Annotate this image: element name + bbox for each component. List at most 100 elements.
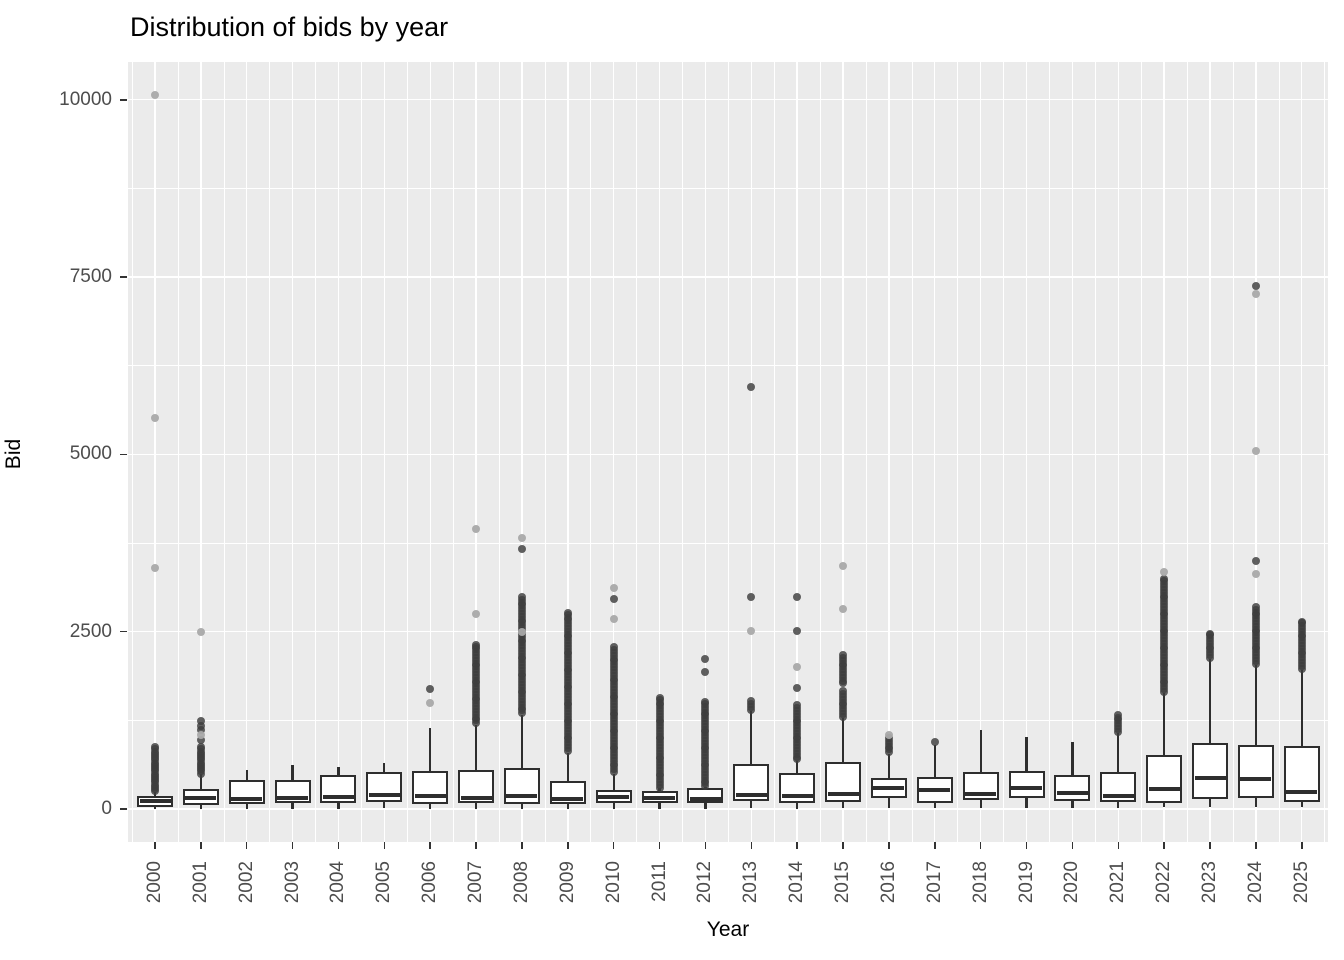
x-tick	[337, 842, 340, 849]
outlier-point	[1251, 281, 1260, 290]
x-tick-label: 2018	[969, 861, 991, 904]
median-2003	[277, 796, 309, 801]
outlier-point-light	[517, 533, 526, 542]
outlier-point	[747, 697, 756, 706]
gridline-y-major	[128, 808, 1328, 810]
outlier-point	[196, 735, 205, 744]
x-tick	[1025, 842, 1028, 849]
whisker-upper-2003	[291, 765, 294, 780]
median-2012	[689, 796, 721, 801]
box-2021	[1100, 771, 1137, 803]
outlier-point-light	[151, 90, 159, 99]
whisker-lower-2021	[1117, 802, 1120, 809]
box-2020	[1054, 775, 1091, 802]
outlier-point	[196, 726, 205, 735]
median-2025	[1286, 789, 1318, 794]
x-tick-label: 2004	[327, 861, 349, 904]
median-2022	[1148, 786, 1180, 791]
y-tick-label: 10000	[59, 88, 112, 110]
whisker-upper-2002	[245, 769, 248, 781]
box-2014	[779, 773, 816, 803]
gridline-x-major	[1071, 62, 1074, 842]
gridline-x-major	[291, 62, 294, 842]
median-2004	[322, 794, 354, 799]
outlier-point	[701, 697, 710, 706]
x-tick	[1301, 842, 1303, 849]
x-tick-label: 2002	[235, 861, 257, 904]
whisker-lower-2000	[153, 807, 157, 809]
outlier-point	[747, 592, 756, 601]
gridline-x-minor	[1003, 62, 1004, 842]
whisker-upper-2016	[887, 753, 891, 779]
outlier-point	[426, 685, 435, 694]
gridline-x-minor	[590, 62, 592, 842]
gridline-x-major	[1025, 62, 1028, 842]
x-tick	[1117, 842, 1120, 849]
median-2018	[965, 791, 997, 796]
outlier-point-light	[839, 562, 848, 571]
outlier-point	[747, 383, 756, 392]
y-tick-label: 7500	[69, 266, 112, 288]
x-tick-label: 2000	[144, 861, 165, 904]
x-tick	[429, 842, 431, 849]
outlier-point	[793, 627, 802, 636]
outlier-point-light	[426, 698, 435, 707]
x-tick	[245, 842, 248, 849]
x-tick-label: 2021	[1107, 861, 1129, 904]
x-axis-title: Year	[706, 918, 750, 941]
outlier-point	[1251, 602, 1260, 611]
whisker-upper-2017	[933, 745, 936, 778]
gridline-y-minor	[128, 720, 1328, 721]
gridline-x-minor	[269, 62, 271, 842]
gridline-y-major	[128, 276, 1328, 278]
gridline-x-major	[154, 62, 156, 842]
x-tick	[842, 842, 844, 849]
whisker-lower-2022	[1162, 802, 1166, 808]
x-tick-label: 2023	[1199, 861, 1220, 904]
outlier-point	[655, 694, 664, 703]
whisker-lower-2010	[612, 802, 615, 809]
gridline-x-major	[475, 62, 477, 842]
whisker-lower-2016	[887, 798, 891, 808]
outlier-point	[196, 743, 205, 752]
outlier-point-light	[609, 614, 618, 623]
outlier-point	[563, 609, 572, 618]
x-tick	[1209, 842, 1211, 849]
x-tick-label: 2005	[373, 861, 395, 904]
y-tick-label: 0	[101, 798, 112, 819]
x-tick-label: 2024	[1244, 861, 1266, 904]
whisker-lower-2023	[1208, 799, 1212, 807]
gridline-x-minor	[682, 62, 683, 842]
whisker-upper-2014	[796, 760, 799, 774]
plot-panel	[128, 62, 1328, 842]
whisker-lower-2015	[841, 801, 845, 809]
whisker-lower-2006	[429, 803, 432, 809]
box-2008	[503, 767, 540, 805]
box-2022	[1146, 755, 1183, 803]
y-axis-title: Bid	[2, 438, 25, 470]
x-tick-label: 2009	[556, 861, 578, 904]
x-tick	[383, 842, 386, 849]
y-tick	[120, 276, 127, 278]
gridline-x-major	[1117, 62, 1119, 842]
outlier-point	[196, 721, 205, 730]
median-2019	[1011, 785, 1043, 790]
gridline-y-minor	[128, 542, 1328, 544]
whisker-lower-2024	[1254, 798, 1258, 807]
gridline-y-major	[128, 99, 1328, 101]
gridline-x-major	[383, 62, 386, 842]
whisker-upper-2022	[1162, 692, 1166, 756]
whisker-lower-2013	[750, 800, 753, 809]
outlier-point-light	[151, 563, 159, 572]
gridline-x-minor	[728, 62, 729, 842]
gridline-x-major	[888, 62, 890, 842]
x-tick	[612, 842, 615, 849]
x-tick	[1255, 842, 1257, 849]
whisker-upper-2010	[612, 773, 615, 791]
outlier-point	[517, 544, 526, 553]
y-tick	[120, 808, 127, 810]
outlier-point-light	[609, 584, 618, 593]
box-2018	[962, 771, 999, 801]
whisker-lower-2007	[474, 802, 478, 809]
x-tick	[979, 842, 982, 849]
